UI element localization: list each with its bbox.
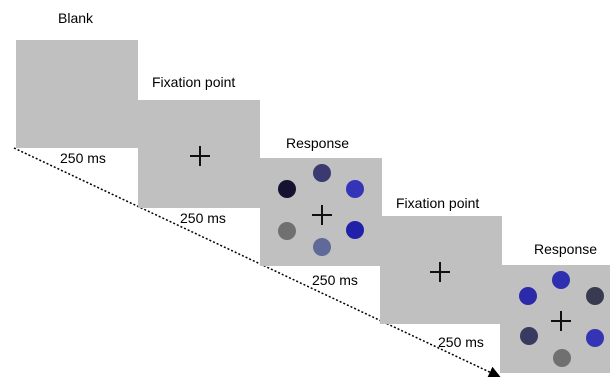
screen-5-title: Response xyxy=(534,241,598,257)
stimulus-dot xyxy=(346,180,364,198)
fixation-cross-icon xyxy=(430,262,450,282)
stimulus-dot xyxy=(552,271,570,289)
stimulus-dot xyxy=(586,329,604,347)
stimulus-dot xyxy=(346,221,364,239)
screen-3-response xyxy=(260,158,382,266)
screen-3-title: Response xyxy=(286,135,350,151)
stimulus-dot xyxy=(278,222,296,240)
screen-4-title: Fixation point xyxy=(396,195,480,211)
screen-1-blank xyxy=(16,40,138,148)
fixation-cross-icon xyxy=(312,205,332,225)
screen-2-title: Fixation point xyxy=(152,74,236,90)
stimulus-dot xyxy=(278,180,296,198)
screen-2-duration: 250 ms xyxy=(180,210,226,226)
screen-2-fixation xyxy=(138,100,260,208)
screen-4-duration: 250 ms xyxy=(438,334,484,350)
stimulus-dot xyxy=(553,349,571,367)
stimulus-dot xyxy=(313,164,331,182)
stimulus-dot xyxy=(586,287,604,305)
fixation-cross-icon xyxy=(190,146,210,166)
screen-4-fixation xyxy=(380,216,502,324)
stimulus-dot xyxy=(313,238,331,256)
stimulus-dot xyxy=(519,287,537,305)
screen-1-title: Blank xyxy=(58,10,94,26)
screen-5-response xyxy=(500,265,610,373)
stimulus-dot xyxy=(520,327,538,345)
fixation-cross-icon xyxy=(551,311,571,331)
screen-3-duration: 250 ms xyxy=(312,272,358,288)
screen-1-duration: 250 ms xyxy=(60,150,106,166)
